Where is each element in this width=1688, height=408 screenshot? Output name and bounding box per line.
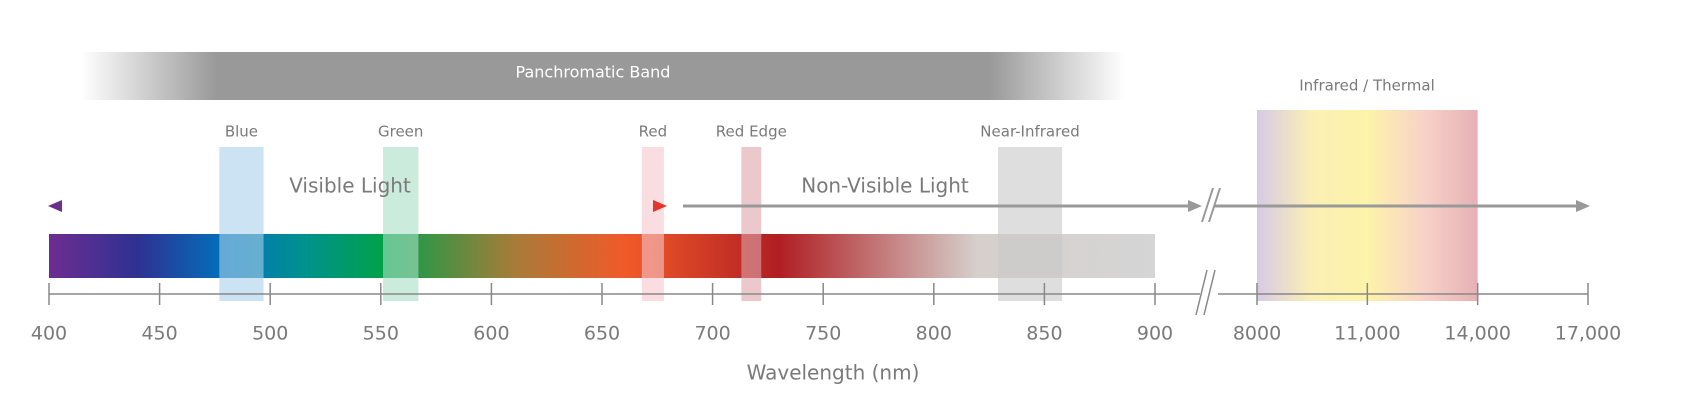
tick-label: 650 — [584, 323, 620, 345]
tick-label: 700 — [694, 323, 730, 345]
non-visible-label: Non-Visible Light — [801, 174, 969, 198]
visible-label: Visible Light — [289, 174, 411, 198]
band — [997, 147, 1063, 301]
tick-label: 450 — [141, 323, 177, 345]
tick-label: 14,000 — [1444, 323, 1510, 345]
tick-label: 8000 — [1233, 323, 1281, 345]
band-label: Red — [639, 123, 668, 141]
spectrum-bar — [49, 234, 1155, 278]
tick-label: 500 — [252, 323, 288, 345]
infrared-label: Infrared / Thermal — [1299, 77, 1435, 95]
axis-title: Wavelength (nm) — [747, 361, 920, 385]
band — [741, 147, 762, 301]
arrow-head — [48, 200, 62, 212]
band — [383, 147, 419, 301]
tick-label: 850 — [1026, 323, 1062, 345]
band-label: Green — [378, 123, 423, 141]
break-mark — [1201, 187, 1221, 223]
axis-break — [1195, 269, 1216, 316]
tick-label: 900 — [1137, 323, 1173, 345]
tick-label: 400 — [31, 323, 67, 345]
band-label: Near-Infrared — [980, 123, 1079, 141]
band-label: Red Edge — [716, 123, 787, 141]
arrow-head — [1576, 200, 1590, 212]
tick-label: 800 — [916, 323, 952, 345]
panchromatic-band — [81, 52, 1125, 100]
band-label: Blue — [225, 123, 258, 141]
tick-label: 11,000 — [1334, 323, 1400, 345]
tick-label: 750 — [805, 323, 841, 345]
arrow-head — [1188, 200, 1202, 212]
band — [219, 147, 264, 301]
band — [641, 147, 664, 301]
arrow-head — [653, 200, 667, 212]
tick-label: 550 — [363, 323, 399, 345]
panchromatic-label: Panchromatic Band — [516, 63, 671, 82]
tick-label: 17,000 — [1555, 323, 1621, 345]
tick-label: 600 — [473, 323, 509, 345]
